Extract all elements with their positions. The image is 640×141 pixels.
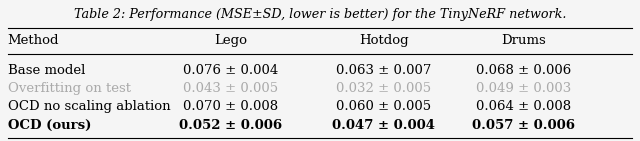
Text: 0.064 ± 0.008: 0.064 ± 0.008 [476, 100, 572, 113]
Text: 0.076 ± 0.004: 0.076 ± 0.004 [183, 64, 278, 77]
Text: 0.057 ± 0.006: 0.057 ± 0.006 [472, 119, 575, 132]
Text: Overfitting on test: Overfitting on test [8, 82, 131, 95]
Text: 0.070 ± 0.008: 0.070 ± 0.008 [183, 100, 278, 113]
Text: OCD no scaling ablation: OCD no scaling ablation [8, 100, 170, 113]
Text: OCD (ours): OCD (ours) [8, 119, 91, 132]
Text: Hotdog: Hotdog [359, 34, 408, 47]
Text: 0.043 ± 0.005: 0.043 ± 0.005 [183, 82, 278, 95]
Text: 0.068 ± 0.006: 0.068 ± 0.006 [476, 64, 572, 77]
Text: Base model: Base model [8, 64, 85, 77]
Text: Drums: Drums [502, 34, 547, 47]
Text: 0.049 ± 0.003: 0.049 ± 0.003 [476, 82, 572, 95]
Text: Method: Method [8, 34, 60, 47]
Text: Lego: Lego [214, 34, 247, 47]
Text: 0.032 ± 0.005: 0.032 ± 0.005 [336, 82, 431, 95]
Text: Table 2: Performance (MSE±SD, lower is better) for the TinyNeRF network.: Table 2: Performance (MSE±SD, lower is b… [74, 8, 566, 21]
Text: 0.063 ± 0.007: 0.063 ± 0.007 [336, 64, 431, 77]
Text: 0.052 ± 0.006: 0.052 ± 0.006 [179, 119, 282, 132]
Text: 0.047 ± 0.004: 0.047 ± 0.004 [332, 119, 435, 132]
Text: 0.060 ± 0.005: 0.060 ± 0.005 [336, 100, 431, 113]
